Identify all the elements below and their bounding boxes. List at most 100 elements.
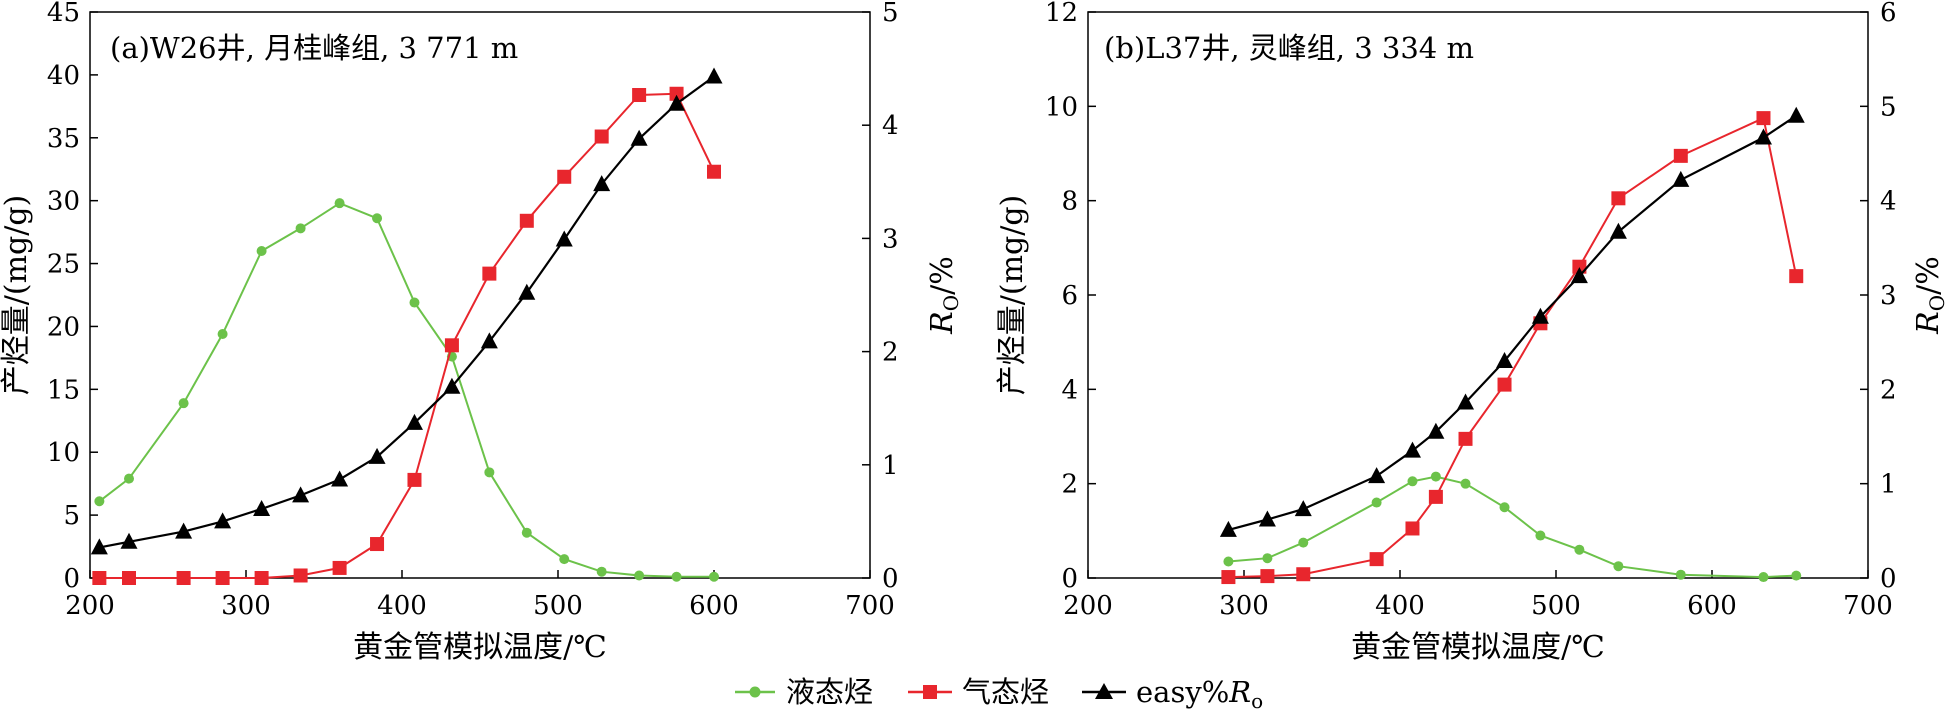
y-tick-label: 40 bbox=[47, 61, 80, 91]
x-tick-label: 700 bbox=[1843, 591, 1893, 621]
data-point-gas bbox=[1756, 111, 1771, 126]
chart-title-b: (b)L37井, 灵峰组, 3 334 m bbox=[1104, 31, 1474, 65]
data-point-liquid bbox=[1675, 569, 1686, 580]
y2-tick-label: 3 bbox=[1880, 281, 1897, 311]
data-point-liquid bbox=[178, 398, 189, 409]
y2-tick-label: 5 bbox=[1880, 92, 1897, 122]
y2-tick-label: 3 bbox=[882, 224, 899, 254]
data-point-gas bbox=[594, 129, 609, 144]
data-point-gas bbox=[1611, 191, 1626, 206]
y-tick-label: 0 bbox=[63, 564, 80, 594]
data-point-ro bbox=[518, 283, 536, 300]
data-point-gas bbox=[1221, 570, 1236, 585]
y-tick-label: 5 bbox=[63, 501, 80, 531]
x-tick-label: 600 bbox=[689, 591, 739, 621]
data-point-liquid bbox=[295, 223, 306, 234]
data-point-ro bbox=[1672, 170, 1690, 187]
data-point-gas bbox=[332, 560, 347, 575]
y-tick-label: 8 bbox=[1061, 187, 1078, 217]
y-tick-label: 4 bbox=[1061, 375, 1078, 405]
y2-ticks-a: 0 1 2 3 4 5 bbox=[862, 0, 899, 594]
data-point-ro bbox=[253, 499, 271, 516]
legend-marker-ro bbox=[1095, 683, 1113, 699]
y-tick-label: 45 bbox=[47, 0, 80, 28]
data-point-gas bbox=[557, 169, 572, 184]
data-point-liquid bbox=[1460, 478, 1471, 489]
y-tick-label: 6 bbox=[1061, 281, 1078, 311]
data-point-ro bbox=[443, 377, 461, 394]
data-point-liquid bbox=[1574, 544, 1585, 555]
y-tick-label: 25 bbox=[47, 250, 80, 280]
data-point-liquid bbox=[217, 328, 228, 339]
data-point-liquid bbox=[521, 527, 532, 538]
data-point-liquid bbox=[596, 566, 607, 577]
x-tick-label: 300 bbox=[221, 591, 271, 621]
series-line-gas bbox=[99, 92, 715, 579]
data-point-gas bbox=[707, 164, 721, 179]
data-point-gas bbox=[1673, 148, 1688, 163]
legend-marker-liquid bbox=[749, 686, 761, 698]
data-point-ro bbox=[175, 522, 193, 539]
y2-ticks-b: 0 1 2 3 4 5 6 bbox=[1860, 0, 1897, 594]
data-point-ro bbox=[1403, 441, 1421, 458]
data-point-gas bbox=[1458, 431, 1473, 446]
y-tick-label: 35 bbox=[47, 124, 80, 154]
data-point-liquid bbox=[1298, 537, 1309, 548]
series-line-ro bbox=[1228, 114, 1797, 531]
data-point-ro bbox=[705, 67, 723, 84]
legend-label-liquid: 液态烃 bbox=[786, 675, 873, 709]
y-tick-label: 30 bbox=[47, 187, 80, 217]
x-tick-label: 200 bbox=[1063, 591, 1113, 621]
data-point-gas bbox=[176, 571, 191, 585]
x-tick-label: 400 bbox=[1375, 591, 1425, 621]
data-point-liquid bbox=[1791, 570, 1802, 581]
y-tick-label: 2 bbox=[1061, 470, 1078, 500]
data-point-ro bbox=[1496, 352, 1514, 369]
data-point-liquid bbox=[1223, 556, 1234, 567]
y2-tick-label: 2 bbox=[1880, 375, 1897, 405]
data-point-gas bbox=[254, 571, 269, 585]
chart-panel-a: (a)W26井, 月桂峰组, 3 771 m 200 300 400 500 600 70… bbox=[0, 0, 963, 665]
data-point-ro bbox=[1570, 267, 1588, 284]
y2-tick-label: 1 bbox=[882, 451, 899, 481]
data-point-gas bbox=[215, 571, 230, 585]
y2-tick-label: 6 bbox=[1880, 0, 1897, 28]
data-point-liquid bbox=[94, 496, 105, 507]
x-axis-label-b: 黄金管模拟温度/℃ bbox=[1351, 630, 1605, 665]
x-tick-label: 500 bbox=[1531, 591, 1581, 621]
data-point-liquid bbox=[1535, 530, 1546, 541]
data-point-gas bbox=[519, 213, 534, 228]
data-point-liquid bbox=[709, 571, 719, 582]
y-axis-label-b: 产烃量/(mg/g) bbox=[995, 195, 1030, 395]
data-point-gas bbox=[1428, 489, 1443, 504]
chart-panel-b: (b)L37井, 灵峰组, 3 334 m 200 300 400 500 600 700… bbox=[995, 0, 1949, 665]
data-point-liquid bbox=[1758, 572, 1769, 583]
legend-item-gas: 气态烃 bbox=[908, 675, 1049, 709]
y-tick-label: 12 bbox=[1045, 0, 1078, 28]
data-point-ro bbox=[1427, 422, 1445, 439]
chart-title-a: (a)W26井, 月桂峰组, 3 771 m bbox=[110, 31, 518, 65]
data-point-gas bbox=[1497, 377, 1512, 392]
y2-tick-label: 2 bbox=[882, 338, 899, 368]
data-point-ro bbox=[555, 230, 573, 247]
data-point-liquid bbox=[1262, 553, 1273, 564]
data-point-ro bbox=[1787, 106, 1805, 123]
plot-frame-b bbox=[1087, 11, 1869, 579]
y2-tick-label: 4 bbox=[1880, 187, 1897, 217]
legend-label-gas: 气态烃 bbox=[962, 675, 1049, 709]
data-point-ro bbox=[1258, 510, 1276, 527]
series-line-ro bbox=[99, 75, 715, 549]
y-ticks-b: 0 2 4 6 8 10 12 bbox=[1045, 0, 1096, 594]
legend-label-ro: easy%Ro bbox=[1136, 675, 1263, 712]
data-point-liquid bbox=[1407, 476, 1418, 487]
x-tick-label: 300 bbox=[1219, 591, 1269, 621]
data-point-gas bbox=[1572, 259, 1587, 274]
legend-item-ro: easy%Ro bbox=[1082, 675, 1263, 712]
y2-axis-label-a: RO/% bbox=[925, 256, 963, 335]
data-point-gas bbox=[632, 88, 647, 103]
data-point-ro bbox=[630, 129, 648, 146]
data-point-liquid bbox=[334, 198, 345, 209]
data-point-ro bbox=[1531, 307, 1549, 324]
y-tick-label: 10 bbox=[1045, 92, 1078, 122]
data-point-ro bbox=[480, 332, 498, 349]
